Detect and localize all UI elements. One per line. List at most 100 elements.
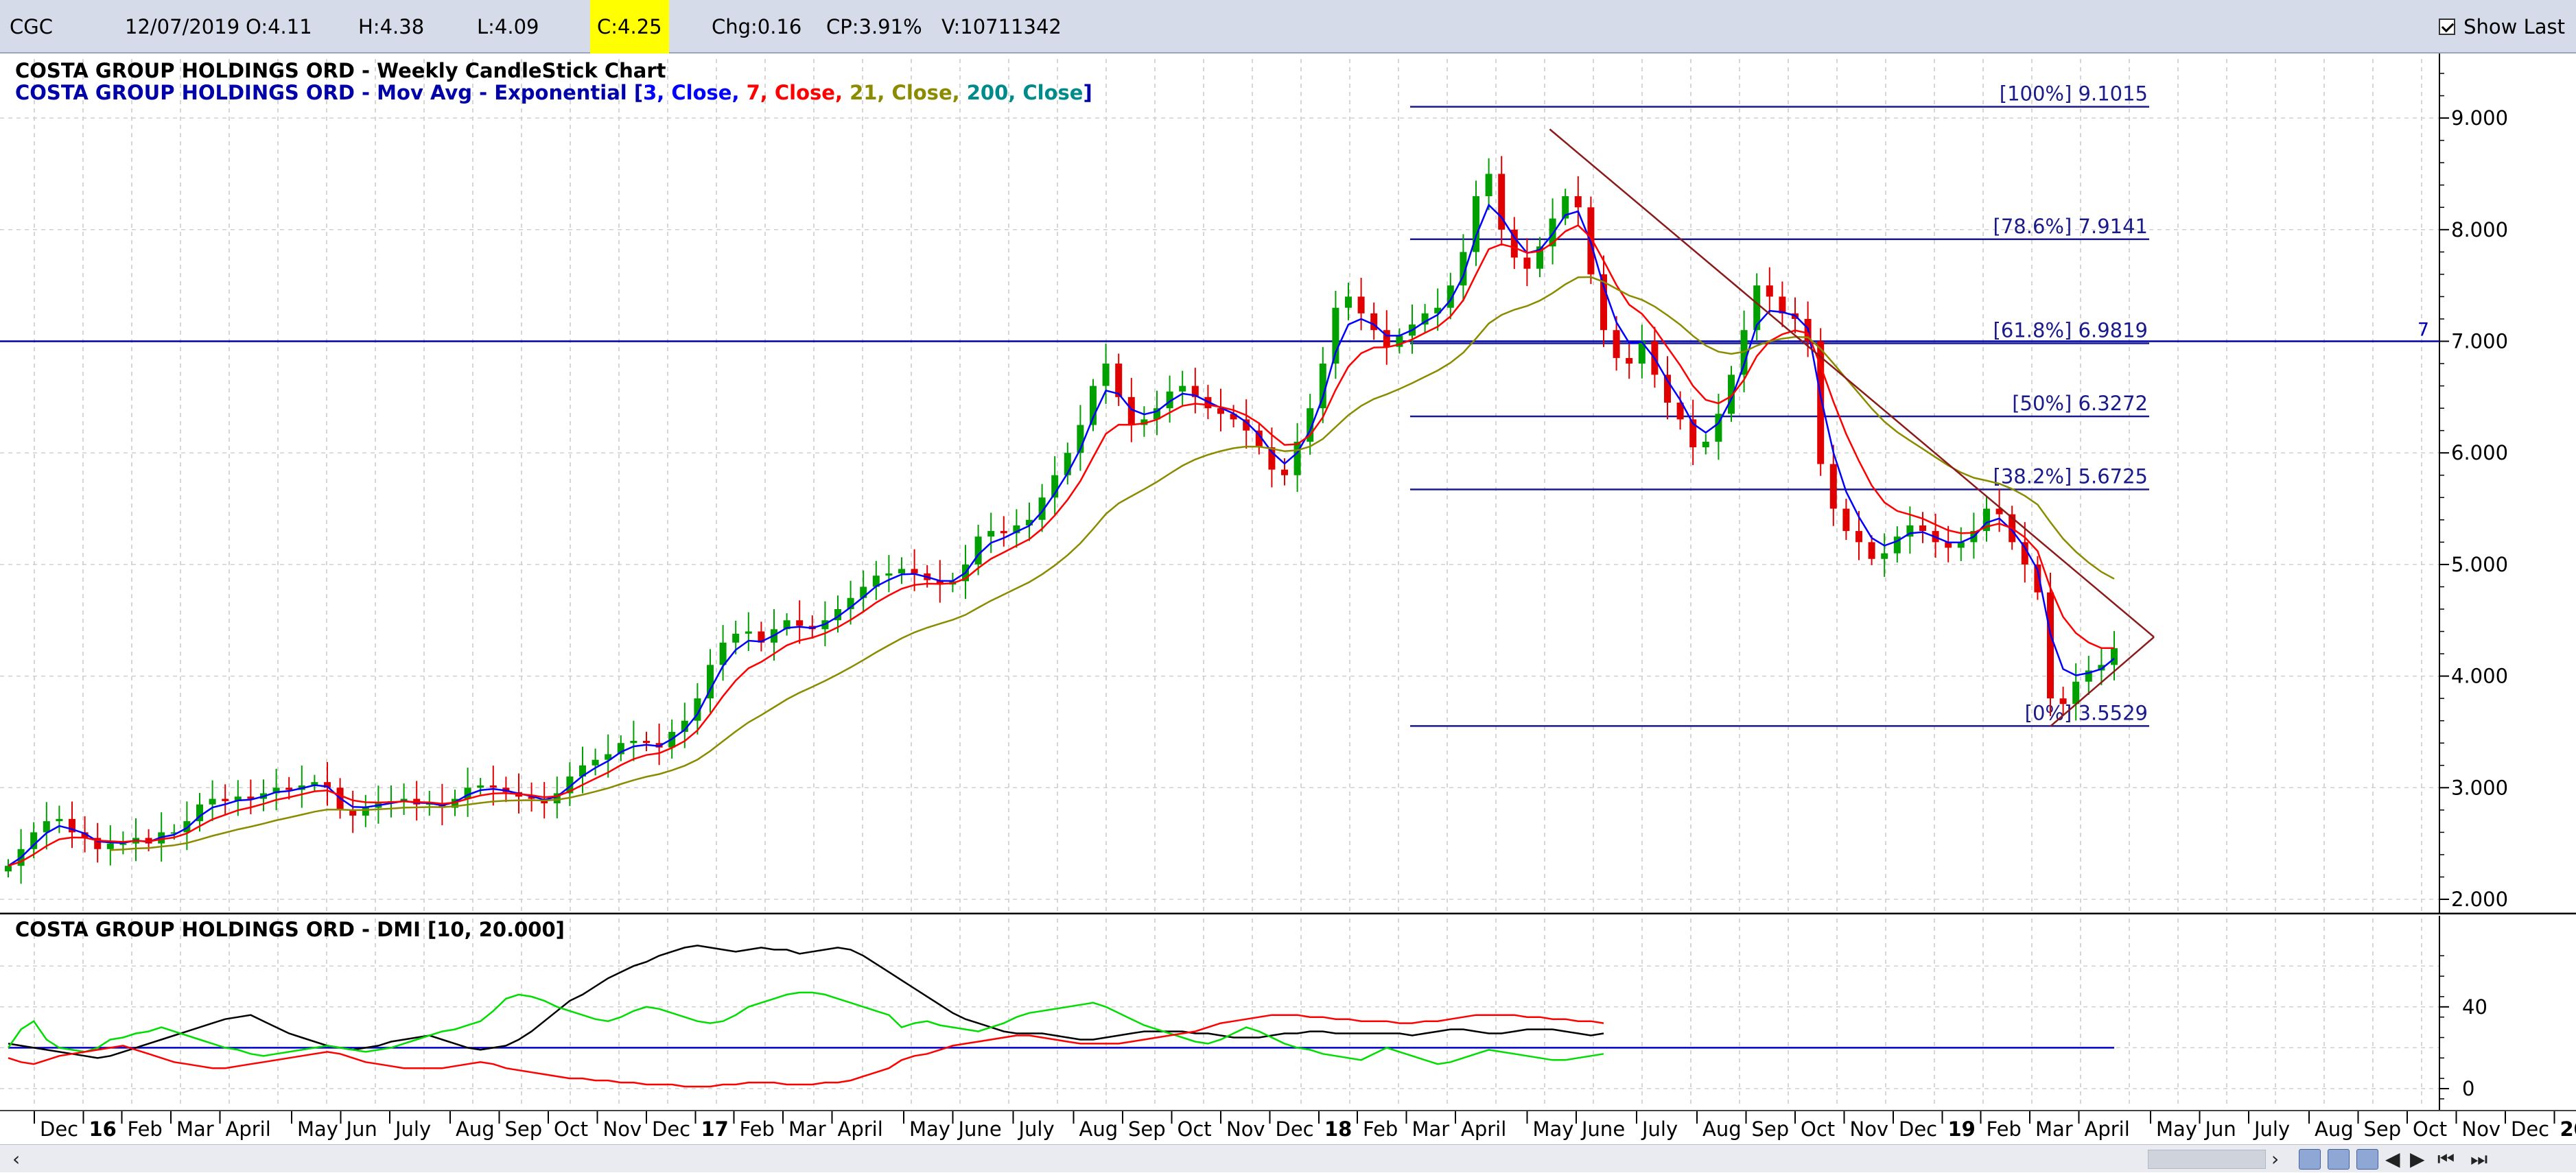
ma-legend-params: 3, Close, 7, Close, 21, Close, 200, Clos…	[643, 81, 1083, 104]
price-y-tick-label: 6.000	[2451, 441, 2508, 464]
zoom-out-icon[interactable]	[2328, 1149, 2350, 1170]
time-axis-label: Feb	[740, 1117, 775, 1141]
time-axis-label: Aug	[2315, 1117, 2354, 1141]
fib-level-label: [0%] 3.5529	[2025, 701, 2148, 724]
scroll-thumb[interactable]	[2148, 1150, 2266, 1169]
candle-body	[1626, 358, 1632, 364]
time-axis-label: Jun	[2204, 1117, 2236, 1141]
candle-body	[1842, 509, 1849, 532]
close-label: C:4.25	[590, 0, 669, 54]
time-axis-label: Mar	[176, 1117, 214, 1141]
time-axis-label: June	[1580, 1117, 1625, 1141]
time-axis-label: May	[909, 1117, 950, 1141]
time-axis-label: April	[226, 1117, 271, 1141]
candle-body	[1869, 542, 1875, 558]
price-y-tick-label: 5.000	[2451, 553, 2508, 576]
candle-body	[592, 760, 599, 766]
zoom-icon[interactable]	[2299, 1149, 2321, 1170]
candle-body	[56, 819, 62, 821]
time-axis-label: May	[2156, 1117, 2197, 1141]
time-axis-label: April	[1461, 1117, 1506, 1141]
candle-body	[2072, 682, 2079, 704]
time-axis-label: Dec	[1276, 1117, 1314, 1141]
time-axis-label: July	[1018, 1117, 1055, 1141]
fib-level-label: [61.8%] 6.9819	[1993, 318, 2148, 342]
jump-end-icon[interactable]: ⏭	[2470, 1145, 2487, 1173]
time-axis-label: Sep	[505, 1117, 543, 1141]
dmi-chart[interactable]: 040	[0, 916, 2576, 1110]
symbol-label: CGC	[10, 0, 53, 54]
dmi-background	[0, 916, 2576, 1110]
candle-body	[107, 844, 114, 849]
dmi-y-tick-label: 0	[2462, 1077, 2474, 1100]
time-axis-label: Sep	[1752, 1117, 1790, 1141]
time-axis-label: Dec	[40, 1117, 78, 1141]
candle-body	[987, 531, 994, 536]
candle-body	[720, 643, 727, 665]
time-axis-label: Oct	[554, 1117, 588, 1141]
time-axis-label: Dec	[1899, 1117, 1937, 1141]
time-axis-label: Dec	[652, 1117, 690, 1141]
show-last-toggle[interactable]: Show Last	[2439, 0, 2565, 54]
candle-body	[1358, 296, 1365, 313]
price-y-tick-label: 4.000	[2451, 665, 2508, 688]
time-axis-label: Mar	[2035, 1117, 2073, 1141]
time-axis-label: Feb	[128, 1117, 163, 1141]
ma-legend-prefix: COSTA GROUP HOLDINGS ORD - Mov Avg - Exp…	[15, 81, 643, 104]
candle-body	[490, 785, 497, 787]
candle-body	[1000, 531, 1007, 533]
scroll-right-icon[interactable]: ›	[2271, 1145, 2279, 1173]
candle-body	[643, 741, 650, 743]
price-chart[interactable]: 2.0003.0004.0005.0006.0007.0008.0009.000…	[0, 54, 2576, 914]
candle-body	[1115, 364, 1122, 397]
price-y-tick-label: 7.000	[2451, 330, 2508, 353]
time-axis-label: Aug	[456, 1117, 495, 1141]
time-axis-label: Aug	[1702, 1117, 1742, 1141]
time-axis-label: Aug	[1079, 1117, 1119, 1141]
candle-body	[975, 536, 982, 565]
time-axis-label: April	[838, 1117, 883, 1141]
time-axis-label: Mar	[788, 1117, 826, 1141]
time-axis-label: Feb	[1363, 1117, 1398, 1141]
candle-body	[2047, 593, 2054, 699]
candle-body	[1830, 464, 1837, 508]
jump-start-icon[interactable]: ⏮	[2437, 1145, 2455, 1173]
time-axis-label: Sep	[2364, 1117, 2402, 1141]
time-axis-label: April	[2085, 1117, 2130, 1141]
time-axis-label: Nov	[1850, 1117, 1889, 1141]
time-axis-label: Feb	[1987, 1117, 2022, 1141]
change-pct-label: CP:3.91%	[826, 0, 922, 54]
ma-param-2: 21, Close,	[850, 81, 967, 104]
horizontal-line-label: 7	[2417, 320, 2429, 341]
step-forward-icon[interactable]: ▶	[2410, 1145, 2425, 1173]
candle-body	[732, 634, 739, 643]
quote-toolbar: CGC 12/07/2019 O:4.11 H:4.38 L:4.09 C:4.…	[0, 0, 2576, 54]
time-axis-label: July	[1641, 1117, 1678, 1141]
time-axis-label: Nov	[2462, 1117, 2501, 1141]
dmi-chart-title: COSTA GROUP HOLDINGS ORD - DMI [10, 20.0…	[15, 918, 565, 941]
fib-level-label: [100%] 9.1015	[2000, 82, 2148, 106]
time-axis-label: 16	[89, 1117, 117, 1141]
candle-body	[2111, 648, 2118, 665]
chart-settings-icon[interactable]	[2356, 1149, 2378, 1170]
price-y-tick-label: 3.000	[2451, 776, 2508, 799]
price-y-tick-label: 9.000	[2451, 106, 2508, 130]
ma-param-3: 200, Close	[967, 81, 1084, 104]
candle-body	[1486, 174, 1492, 196]
time-axis-label: 19	[1948, 1117, 1976, 1141]
volume-label: V:10711342	[941, 0, 1062, 54]
checkbox-icon[interactable]	[2439, 19, 2455, 35]
candle-body	[1103, 364, 1110, 386]
step-back-icon[interactable]: ◀	[2385, 1145, 2400, 1173]
time-axis-label: May	[297, 1117, 338, 1141]
fib-level-label: [50%] 6.3272	[2012, 392, 2148, 415]
candle-body	[5, 866, 12, 871]
high-label: H:4.38	[358, 0, 424, 54]
scroll-left-icon[interactable]: ‹	[12, 1145, 20, 1173]
candle-body	[745, 632, 752, 634]
time-axis-label: 18	[1324, 1117, 1352, 1141]
time-axis-label: Nov	[1226, 1117, 1265, 1141]
horizontal-scrollbar[interactable]: ‹ › ◀ ▶ ⏮ ⏭	[0, 1144, 2576, 1172]
time-axis-label: Mar	[1412, 1117, 1450, 1141]
candle-body	[222, 799, 229, 801]
